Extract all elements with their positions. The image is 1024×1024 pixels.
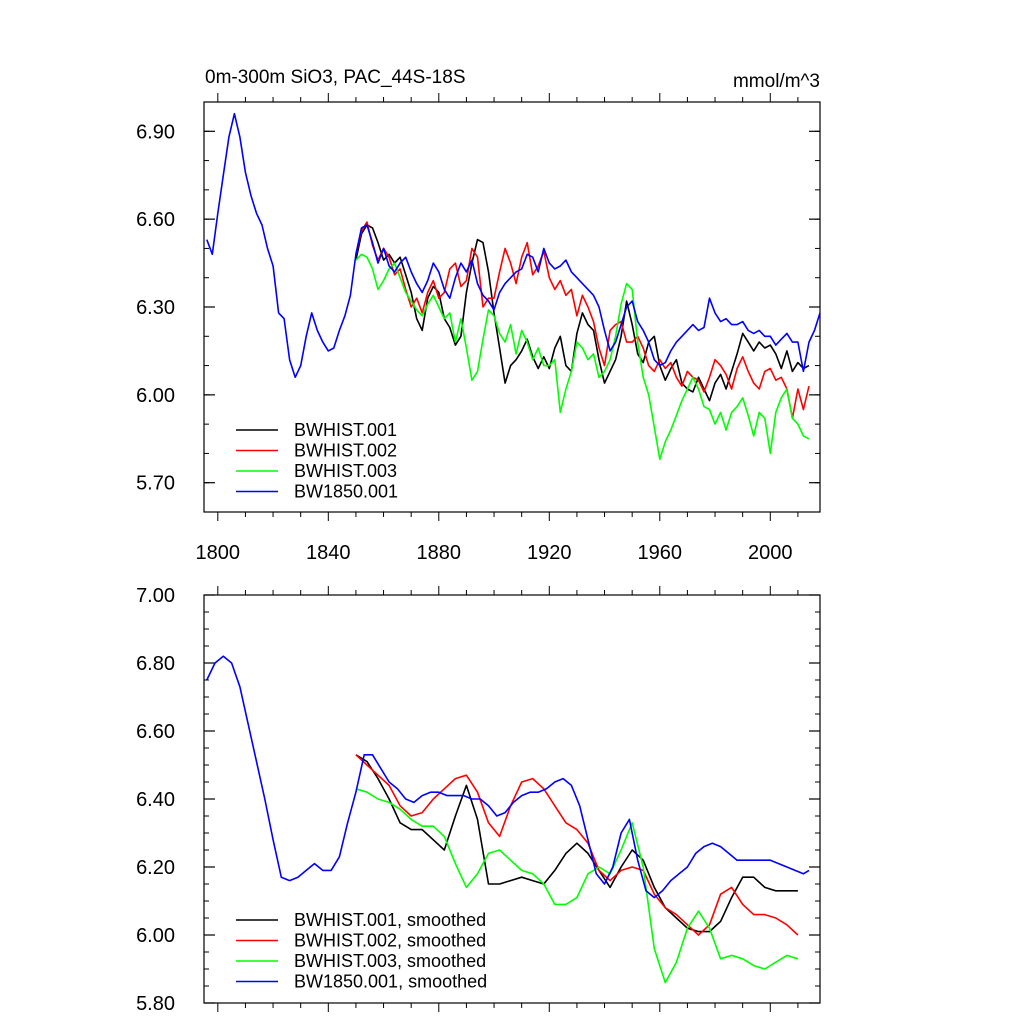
y-tick-label: 6.80 [136, 653, 175, 675]
legend-label: BWHIST.003 [294, 461, 397, 481]
y-tick-label: 6.40 [136, 789, 175, 811]
legend-label: BW1850.001, smoothed [294, 972, 487, 992]
y-tick-label: 6.90 [136, 121, 175, 143]
legend-label: BWHIST.001 [294, 420, 397, 440]
series-line [206, 112, 821, 379]
legend-label: BW1850.001 [294, 482, 398, 502]
y-tick-label: 6.20 [136, 857, 175, 879]
legend-label: BWHIST.002, smoothed [294, 931, 486, 951]
top-panel: 1800 1840 1880 1920 1960 2000 5.70 6.00 6.30 6.60… [136, 93, 821, 564]
y-tick-label: 6.00 [136, 385, 175, 407]
series-line [355, 754, 798, 933]
bottom-panel: 5.80 6.00 6.20 6.40 6.60 6.80 7.00 BWHIST.001, … [136, 585, 821, 1015]
legend-label: BWHIST.001, smoothed [294, 910, 486, 930]
y-tick-label: 6.60 [136, 209, 175, 231]
y-tick-label: 6.30 [136, 297, 175, 319]
y-tick-label: 6.00 [136, 925, 175, 947]
x-tick-label: 1960 [638, 542, 683, 564]
series-line [355, 788, 799, 984]
units-label: mmol/m^3 [733, 71, 820, 92]
x-tick-label: 2000 [748, 542, 793, 564]
legend-label: BWHIST.002 [294, 441, 397, 461]
y-tick-label: 5.80 [136, 993, 175, 1015]
series-line [355, 221, 810, 420]
x-tick-label: 1840 [306, 542, 351, 564]
series-line [355, 754, 799, 936]
chart-title: 0m-300m SiO3, PAC_44S-18S [205, 67, 466, 88]
legend-label: BWHIST.003, smoothed [294, 951, 486, 971]
series-line [206, 655, 810, 899]
x-tick-label: 1880 [417, 542, 462, 564]
y-tick-label: 6.60 [136, 721, 175, 743]
y-tick-label: 7.00 [136, 585, 175, 607]
y-tick-label: 5.70 [136, 473, 175, 495]
x-tick-label: 1800 [196, 542, 241, 564]
series-line [355, 224, 810, 402]
series-line [355, 253, 810, 461]
x-tick-label: 1920 [527, 542, 572, 564]
